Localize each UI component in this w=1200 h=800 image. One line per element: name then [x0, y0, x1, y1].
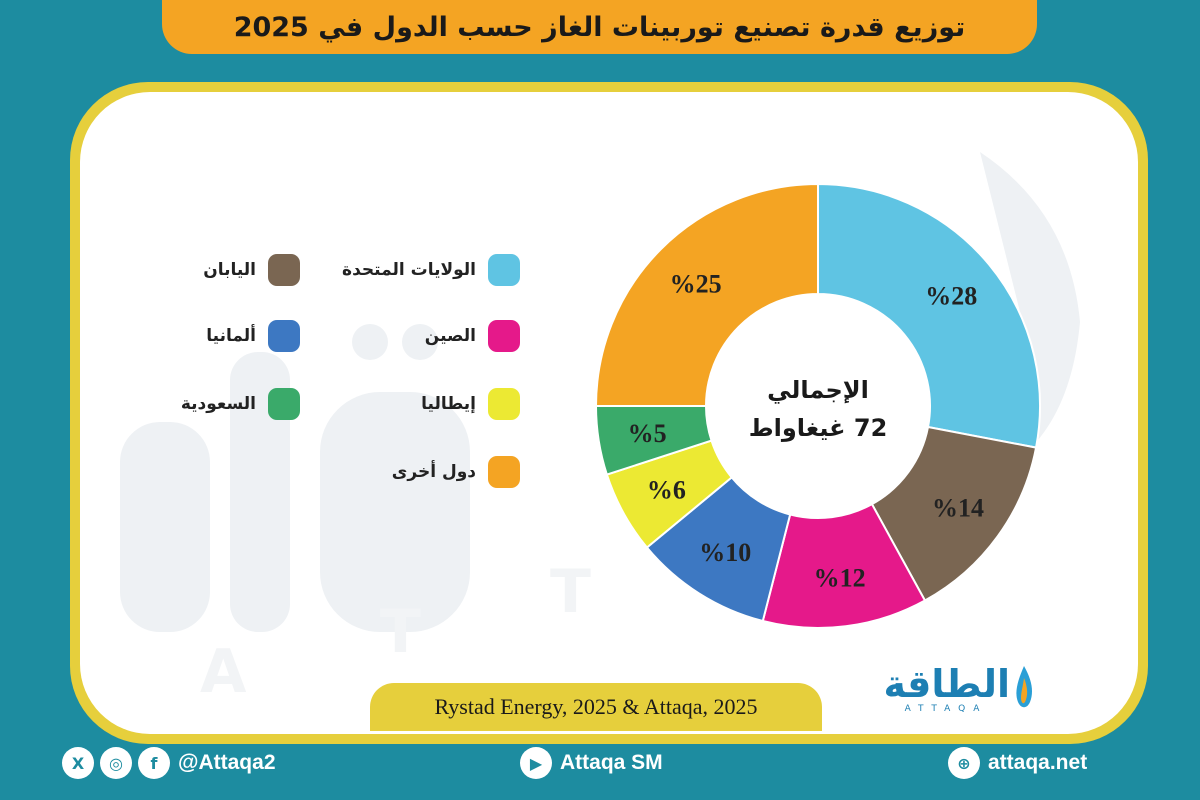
legend-item-japan: اليابان — [203, 254, 300, 286]
legend-swatch-germany — [268, 320, 300, 352]
legend-item-saudi: السعودية — [181, 388, 300, 420]
chart-title: توزيع قدرة تصنيع توربينات الغاز حسب الدو… — [233, 11, 966, 43]
legend-label-saudi: السعودية — [180, 394, 256, 414]
legend-swatch-italy — [488, 388, 520, 420]
legend-swatch-usa — [488, 254, 520, 286]
logo-text: الطاقة — [883, 662, 1010, 706]
legend-label-italy: إيطاليا — [421, 394, 476, 414]
donut-slice-6 — [594, 182, 819, 407]
svg-text:T: T — [380, 597, 421, 667]
donut-slice-0 — [817, 182, 1041, 449]
svg-text:T: T — [550, 557, 591, 627]
donut-chart: %28 %14 %12 %10 %6 %5 %25 الإجمالي 72 غيغاواط — [594, 182, 1041, 629]
legend-swatch-japan — [268, 254, 300, 286]
youtube-channel[interactable]: Attaqa SM — [560, 751, 663, 774]
legend-label-usa: الولايات المتحدة — [342, 260, 476, 280]
footer: X ◎ f @Attaqa2 ▶ Attaqa SM ⊕ attaqa.net — [0, 745, 1200, 800]
instagram-icon[interactable]: ◎ — [100, 747, 132, 779]
attaqa-logo: الطاقة ATTAQA — [878, 660, 1038, 720]
social-handle[interactable]: @Attaqa2 — [178, 751, 276, 774]
watermark-logo: A T T — [120, 152, 1080, 707]
slice-label-3: %10 — [699, 538, 751, 567]
center-label-total: الإجمالي — [767, 376, 869, 404]
logo-subtext: ATTAQA — [904, 704, 988, 714]
slice-label-0: %28 — [925, 282, 977, 311]
svg-text:A: A — [200, 637, 247, 707]
center-label-value: 72 غيغاواط — [749, 414, 888, 442]
slice-label-4: %6 — [647, 475, 686, 504]
legend-label-china: الصين — [424, 326, 476, 346]
legend-label-others: دول أخرى — [391, 462, 476, 482]
legend-swatch-saudi — [268, 388, 300, 420]
source-pill: Rystad Energy, 2025 & Attaqa, 2025 — [370, 683, 822, 731]
flame-drop-icon — [1016, 666, 1032, 708]
youtube-icon[interactable]: ▶ — [520, 747, 552, 779]
legend-item-others: دول أخرى — [392, 456, 520, 488]
title-bar: توزيع قدرة تصنيع توربينات الغاز حسب الدو… — [162, 0, 1037, 54]
source-text: Rystad Energy, 2025 & Attaqa, 2025 — [434, 694, 758, 719]
legend-label-germany: ألمانيا — [206, 326, 256, 346]
globe-icon[interactable]: ⊕ — [948, 747, 980, 779]
slice-label-5: %5 — [628, 419, 667, 448]
chart-card: A T T %28 %14 %12 %10 %6 %5 %25 الإجمالي 72 غيغا… — [80, 92, 1138, 734]
legend-item-italy: إيطاليا — [421, 388, 520, 420]
legend-item-germany: ألمانيا — [206, 320, 300, 352]
legend-item-usa: الولايات المتحدة — [342, 254, 520, 286]
facebook-icon[interactable]: f — [138, 747, 170, 779]
legend-item-china: الصين — [425, 320, 520, 352]
slice-label-2: %12 — [814, 564, 866, 593]
legend-swatch-others — [488, 456, 520, 488]
legend-swatch-china — [488, 320, 520, 352]
slice-label-6: %25 — [670, 270, 722, 299]
x-twitter-icon[interactable]: X — [62, 747, 94, 779]
website-link[interactable]: attaqa.net — [988, 751, 1088, 774]
legend-label-japan: اليابان — [203, 260, 256, 280]
slice-label-1: %14 — [932, 494, 984, 523]
